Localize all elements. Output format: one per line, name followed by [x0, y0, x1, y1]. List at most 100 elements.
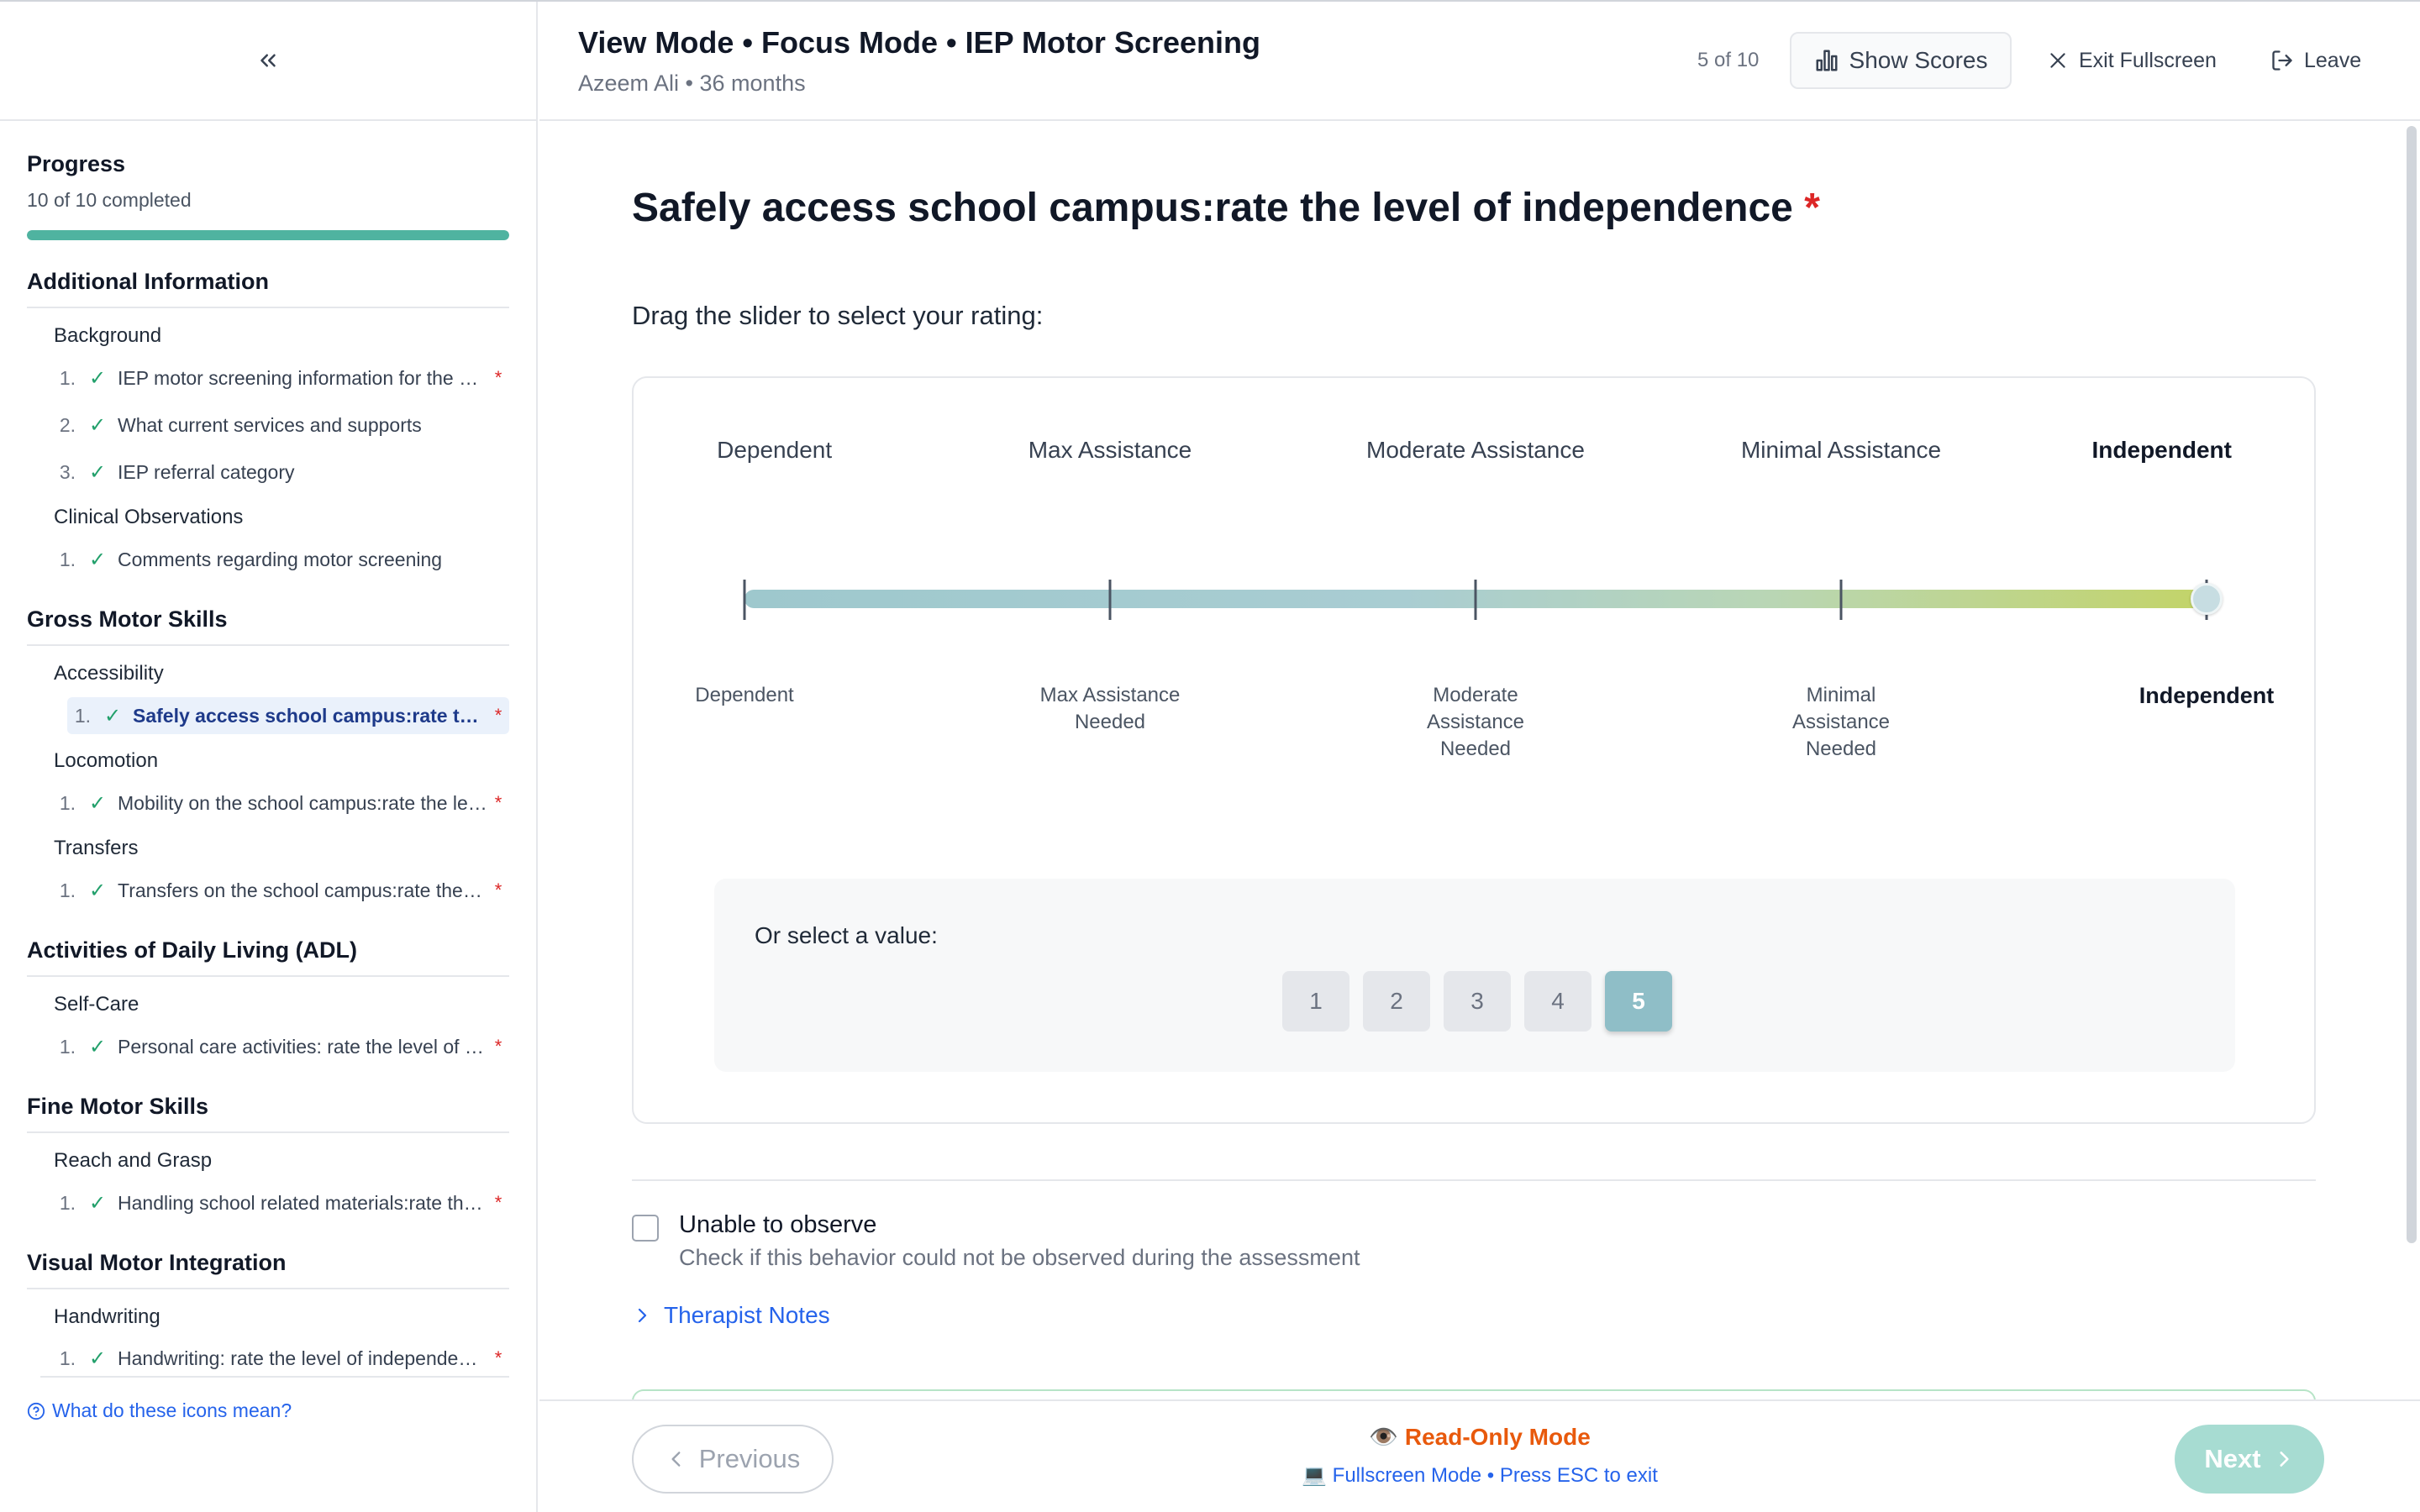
value-button-1[interactable]: 1	[1282, 971, 1349, 1032]
page-title: View Mode • Focus Mode • IEP Motor Scree…	[578, 25, 1261, 60]
item-number: 2.	[59, 413, 76, 436]
progress-panel: Progress 10 of 10 completed	[0, 121, 536, 240]
value-select-panel: Or select a value: 1 2 3 4 5	[714, 879, 2235, 1072]
item-label: Handwriting: rate the level of independe…	[118, 1347, 487, 1369]
show-scores-button[interactable]: Show Scores	[1790, 32, 2012, 89]
sidebar-item-iep-referral-category[interactable]: 3. ✓ IEP referral category	[40, 454, 509, 491]
chevron-right-icon	[2280, 1452, 2289, 1467]
value-button-2[interactable]: 2	[1363, 971, 1430, 1032]
group-transfers: Transfers	[27, 837, 509, 860]
unable-to-observe-description: Check if this behavior could not be obse…	[679, 1245, 1360, 1270]
leave-button[interactable]: Leave	[2270, 32, 2361, 89]
fullscreen-hint: 💻 Fullscreen Mode • Press ESC to exit	[539, 1463, 2420, 1488]
top-header: View Mode • Focus Mode • IEP Motor Scree…	[539, 2, 2420, 121]
section-additional-information: Additional Information	[27, 269, 509, 308]
top-label-moderate-assistance: Moderate Assistance	[1366, 437, 1585, 463]
therapist-notes-toggle[interactable]: Therapist Notes	[632, 1302, 830, 1329]
required-asterisk: *	[1804, 186, 1820, 230]
sidebar-item-transfers-campus[interactable]: 1. ✓ Transfers on the school campus:rate…	[40, 872, 509, 909]
icon-legend-label: What do these icons mean?	[52, 1399, 292, 1421]
content-scrollbar[interactable]	[2407, 126, 2417, 1243]
sidebar-item-handwriting[interactable]: 1. ✓ Handwriting: rate the level of inde…	[40, 1341, 509, 1378]
group-background: Background	[27, 324, 509, 348]
value-select-label: Or select a value:	[755, 922, 938, 948]
show-scores-label: Show Scores	[1849, 47, 1988, 73]
fullscreen-hint-label: Fullscreen Mode • Press ESC to exit	[1332, 1464, 1658, 1487]
slider-handle[interactable]	[2191, 583, 2223, 615]
group-title: Self-Care	[54, 993, 139, 1016]
item-number: 1.	[59, 879, 76, 901]
group-title: Transfers	[54, 837, 139, 859]
required-asterisk: *	[494, 705, 502, 726]
read-only-indicator: 👁️ Read-Only Mode	[539, 1423, 2420, 1451]
collapse-sidebar-button[interactable]	[250, 42, 287, 79]
item-number: 1.	[59, 1035, 76, 1058]
unable-to-observe-label: Unable to observe	[679, 1211, 877, 1238]
item-label: IEP motor screening information for the …	[118, 366, 487, 389]
unable-to-observe-checkbox[interactable]	[632, 1215, 659, 1242]
check-icon: ✓	[88, 548, 107, 571]
read-only-label: Read-Only Mode	[1404, 1424, 1591, 1450]
navigation-footer: Previous 👁️ Read-Only Mode 💻 Fullscreen …	[539, 1399, 2420, 1512]
monitor-icon: 💻	[1302, 1464, 1327, 1487]
check-icon: ✓	[88, 879, 107, 902]
item-label: Handling school related materials:rate t…	[118, 1191, 487, 1214]
item-label: Transfers on the school campus:rate the …	[118, 879, 487, 901]
group-accessibility: Accessibility	[27, 662, 509, 685]
group-title: Reach and Grasp	[54, 1149, 213, 1172]
check-icon: ✓	[88, 413, 107, 437]
previous-button[interactable]: Previous	[632, 1425, 834, 1494]
rating-slider-card: Dependent Max Assistance Moderate Assist…	[632, 376, 2316, 1124]
group-title: Background	[54, 324, 162, 347]
slider-tick	[1839, 580, 1843, 620]
item-label: What current services and supports	[118, 413, 422, 436]
value-button-4[interactable]: 4	[1524, 971, 1591, 1032]
progress-bar-fill	[27, 230, 509, 240]
exit-fullscreen-button[interactable]: Exit Fullscreen	[2047, 32, 2217, 89]
question-counter: 5 of 10	[1697, 49, 1760, 71]
sidebar-item-personal-care[interactable]: 1. ✓ Personal care activities: rate the …	[40, 1028, 509, 1065]
progress-bar	[27, 230, 509, 240]
value-button-5[interactable]: 5	[1605, 971, 1672, 1032]
eye-icon: 👁️	[1369, 1424, 1399, 1450]
question-title-text: Safely access school campus:rate the lev…	[632, 186, 1793, 230]
slider-tick	[1108, 580, 1112, 620]
group-title: Clinical Observations	[54, 506, 244, 528]
item-number: 1.	[59, 791, 76, 814]
therapist-notes-label: Therapist Notes	[664, 1302, 830, 1328]
sidebar-collapse-bar	[0, 2, 536, 121]
section-divider	[632, 1179, 2316, 1181]
sidebar-item-current-services[interactable]: 2. ✓ What current services and supports	[40, 407, 509, 444]
value-button-3[interactable]: 3	[1444, 971, 1511, 1032]
top-label-minimal-assistance: Minimal Assistance	[1740, 437, 1942, 463]
icon-legend-link[interactable]: What do these icons mean?	[27, 1399, 292, 1422]
sidebar-item-iep-motor-screening-information[interactable]: 1. ✓ IEP motor screening information for…	[40, 360, 509, 396]
required-asterisk: *	[494, 1192, 502, 1213]
sidebar-item-handling-materials[interactable]: 1. ✓ Handling school related materials:r…	[40, 1184, 509, 1221]
exit-fullscreen-label: Exit Fullscreen	[2079, 48, 2217, 72]
section-activities-of-daily-living: Activities of Daily Living (ADL)	[27, 937, 509, 977]
required-asterisk: *	[494, 1036, 502, 1057]
section-gross-motor-skills: Gross Motor Skills	[27, 606, 509, 646]
section-fine-motor-skills: Fine Motor Skills	[27, 1094, 509, 1133]
group-title: Accessibility	[54, 662, 164, 685]
sidebar-item-mobility-campus[interactable]: 1. ✓ Mobility on the school campus:rate …	[40, 785, 509, 822]
group-title: Handwriting	[54, 1305, 160, 1328]
bottom-label-max-assistance: Max Assistance Needed	[1039, 684, 1181, 733]
next-button[interactable]: Next	[2175, 1425, 2324, 1494]
item-label: Comments regarding motor screening	[118, 548, 443, 570]
item-label: Personal care activities: rate the level…	[118, 1035, 487, 1058]
section-title: Activities of Daily Living (ADL)	[27, 937, 509, 977]
check-icon: ✓	[88, 791, 107, 815]
check-icon: ✓	[103, 704, 122, 727]
sidebar-item-safely-access-campus[interactable]: 1. ✓ Safely access school campus:rate th…	[67, 697, 509, 734]
sidebar-item-comments-motor-screening[interactable]: 1. ✓ Comments regarding motor screening	[40, 541, 509, 578]
next-label: Next	[2204, 1444, 2261, 1473]
chevron-right-icon	[638, 1308, 647, 1323]
group-clinical-observations: Clinical Observations	[27, 506, 509, 529]
chevron-left-icon	[671, 1452, 681, 1467]
item-number: 1.	[59, 1191, 76, 1214]
top-label-max-assistance: Max Assistance	[1028, 437, 1192, 463]
top-label-dependent: Dependent	[717, 437, 833, 463]
slider-instruction: Drag the slider to select your rating:	[632, 301, 1044, 330]
